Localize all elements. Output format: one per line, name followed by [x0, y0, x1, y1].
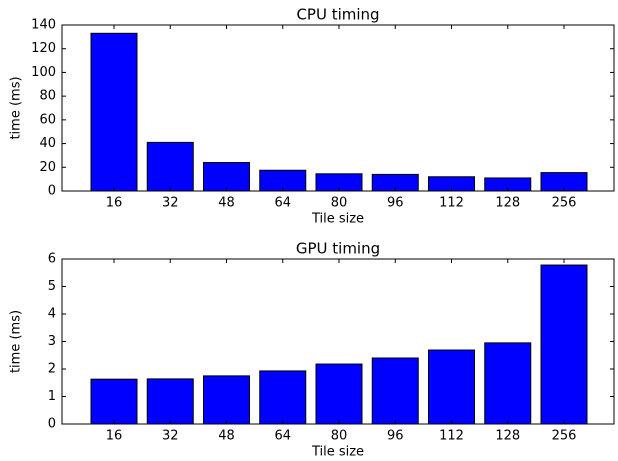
x-tick-label: 64: [274, 429, 291, 444]
y-tick-label: 20: [39, 160, 56, 175]
y-tick-label: 5: [48, 279, 56, 294]
bar: [90, 378, 138, 425]
x-tick-label: 48: [218, 429, 235, 444]
bar: [146, 141, 194, 192]
x-tick-label: 16: [106, 196, 123, 211]
y-tick-label: 120: [31, 41, 56, 56]
bar: [371, 357, 419, 425]
plot-frame: [61, 258, 615, 425]
x-tick-label: 80: [331, 429, 348, 444]
y-tick-label: 4: [48, 307, 56, 322]
plot-frame: [61, 24, 615, 192]
y-tick-label: 3: [48, 334, 56, 349]
x-tick-label: 256: [552, 196, 577, 211]
x-tick-label: 96: [387, 196, 404, 211]
x-tick-label: 16: [106, 429, 123, 444]
chart-title: GPU timing: [296, 240, 380, 258]
x-tick-label: 32: [162, 196, 179, 211]
x-tick-label: 112: [439, 196, 464, 211]
bar: [540, 264, 588, 425]
y-tick-label: 1: [48, 389, 56, 404]
x-tick-label: 80: [331, 196, 348, 211]
bar: [146, 378, 194, 425]
y-tick-label: 80: [39, 89, 56, 104]
x-tick-label: 128: [495, 429, 520, 444]
y-tick-label: 0: [48, 417, 56, 432]
bar: [428, 349, 475, 425]
bar: [484, 342, 532, 425]
y-tick-label: 40: [39, 136, 56, 151]
y-tick-label: 100: [31, 65, 56, 80]
bar: [90, 32, 138, 192]
y-tick-label: 60: [39, 112, 56, 127]
x-axis-label: Tile size: [311, 212, 364, 227]
x-tick-label: 32: [162, 429, 179, 444]
bar: [203, 375, 250, 425]
y-tick-label: 2: [48, 362, 56, 377]
x-tick-label: 112: [439, 429, 464, 444]
y-tick-label: 6: [48, 252, 56, 267]
x-tick-label: 256: [552, 429, 577, 444]
y-tick-label: 140: [31, 18, 56, 33]
y-axis-label: time (ms): [9, 76, 24, 139]
y-axis-label: time (ms): [9, 310, 24, 373]
x-tick-label: 128: [495, 196, 520, 211]
x-tick-label: 96: [387, 429, 404, 444]
bar: [315, 363, 363, 425]
y-tick-label: 0: [48, 184, 56, 199]
bar: [259, 370, 307, 425]
x-axis-label: Tile size: [311, 445, 364, 460]
x-tick-label: 64: [274, 196, 291, 211]
x-tick-label: 48: [218, 196, 235, 211]
chart-title: CPU timing: [296, 6, 379, 24]
bar: [203, 162, 250, 192]
